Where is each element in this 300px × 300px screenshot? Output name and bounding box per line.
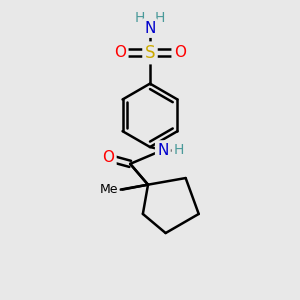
- Text: S: S: [145, 44, 155, 62]
- Text: N: N: [144, 21, 156, 36]
- Text: O: O: [114, 45, 126, 60]
- Text: O: O: [174, 45, 186, 60]
- Text: Me: Me: [100, 183, 118, 196]
- Text: N: N: [157, 142, 169, 158]
- Text: H: H: [135, 11, 145, 25]
- Text: O: O: [102, 150, 114, 165]
- Text: H: H: [155, 11, 165, 25]
- Text: H: H: [173, 143, 184, 157]
